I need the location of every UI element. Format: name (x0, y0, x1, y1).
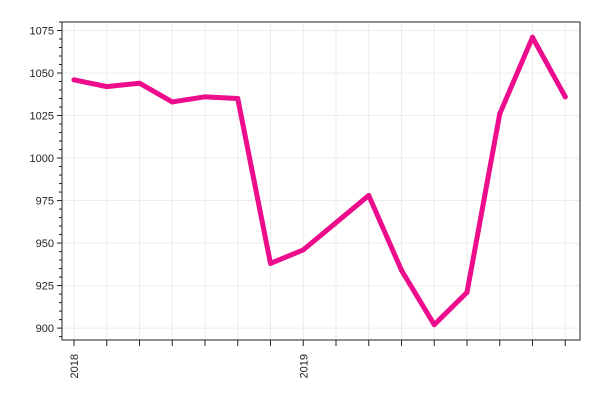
data-point (366, 192, 372, 198)
data-point (202, 94, 208, 100)
series-layer (71, 34, 568, 328)
plot-frame (61, 21, 581, 341)
data-point (104, 84, 110, 90)
data-point (562, 94, 568, 100)
data-point (169, 99, 175, 105)
x-tick-label: 2018 (69, 354, 81, 378)
data-point (497, 111, 503, 117)
grid (62, 22, 580, 340)
data-point (431, 322, 437, 328)
y-tick-label: 1050 (30, 68, 54, 80)
data-point (235, 96, 241, 102)
x-axis: 2018 2019 (69, 340, 566, 378)
y-tick-label: 950 (36, 238, 54, 250)
data-point (300, 247, 306, 253)
y-axis: 900 925 950 975 1000 1025 1050 1075 (30, 21, 62, 338)
y-tick-label: 900 (36, 323, 54, 335)
y-tick-label: 1075 (30, 26, 54, 38)
data-point (464, 289, 470, 295)
y-tick-label: 1025 (30, 111, 54, 123)
data-point (399, 267, 404, 273)
data-point (333, 220, 339, 226)
y-tick-label: 925 (36, 281, 54, 293)
y-tick-label: 975 (36, 196, 54, 208)
data-point (268, 260, 273, 266)
data-point (137, 80, 142, 86)
series-line (71, 34, 568, 328)
x-tick-label: 2019 (298, 354, 310, 378)
data-point (530, 34, 535, 40)
data-point (71, 77, 77, 83)
y-tick-label: 1000 (30, 153, 54, 165)
